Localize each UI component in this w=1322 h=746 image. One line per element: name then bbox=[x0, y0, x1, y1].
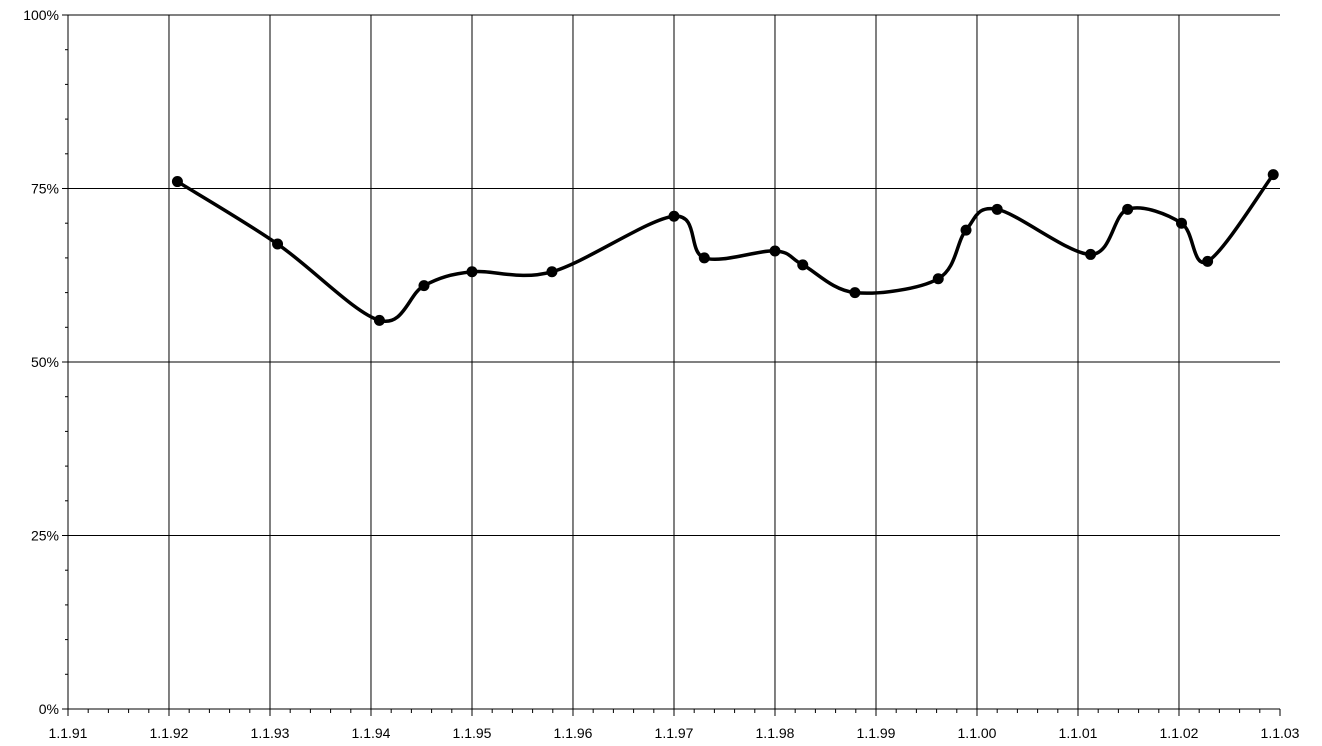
data-point bbox=[546, 266, 558, 278]
data-point bbox=[797, 259, 809, 271]
data-point bbox=[960, 224, 972, 236]
tick-labels: 1.1.91 1.1.92 1.1.93 1.1.94 1.1.95 1.1.96 1.1.… bbox=[23, 7, 1299, 741]
x-tick-label: 1.1.00 bbox=[958, 725, 997, 741]
data-point bbox=[932, 273, 944, 285]
data-point bbox=[373, 314, 385, 326]
data-point bbox=[1202, 255, 1214, 267]
data-point bbox=[272, 238, 284, 250]
y-tick-label: 50% bbox=[31, 354, 59, 370]
data-point bbox=[849, 287, 861, 299]
y-tick-label: 75% bbox=[31, 181, 59, 197]
data-point bbox=[668, 210, 680, 222]
x-tick-label: 1.1.01 bbox=[1059, 725, 1098, 741]
data-point bbox=[418, 280, 430, 292]
data-point bbox=[991, 203, 1003, 215]
grid bbox=[68, 14, 1280, 709]
x-tick-label: 1.1.92 bbox=[150, 725, 189, 741]
x-tick-label: 1.1.93 bbox=[251, 725, 290, 741]
y-tick-label: 25% bbox=[31, 528, 59, 544]
x-tick-label: 1.1.94 bbox=[352, 725, 391, 741]
x-tick-label: 1.1.99 bbox=[857, 725, 896, 741]
data-point bbox=[466, 266, 478, 278]
y-tick-label: 100% bbox=[23, 7, 59, 23]
x-tick-label: 1.1.02 bbox=[1160, 725, 1199, 741]
y-tick-label: 0% bbox=[39, 701, 59, 717]
series-line bbox=[175, 172, 1275, 324]
x-tick-label: 1.1.98 bbox=[756, 725, 795, 741]
series-layer bbox=[171, 169, 1279, 326]
x-tick-label: 1.1.96 bbox=[554, 725, 593, 741]
x-tick-label: 1.1.91 bbox=[49, 725, 88, 741]
x-tick-label: 1.1.95 bbox=[453, 725, 492, 741]
x-tick-label: 1.1.03 bbox=[1261, 725, 1300, 741]
data-point bbox=[171, 176, 183, 188]
data-point bbox=[1267, 169, 1279, 181]
x-tick-label: 1.1.97 bbox=[655, 725, 694, 741]
data-point bbox=[698, 252, 710, 264]
data-point bbox=[1085, 248, 1097, 260]
axes bbox=[62, 14, 1281, 716]
data-point bbox=[1176, 217, 1188, 229]
data-point bbox=[1122, 203, 1134, 215]
data-point bbox=[769, 245, 781, 257]
